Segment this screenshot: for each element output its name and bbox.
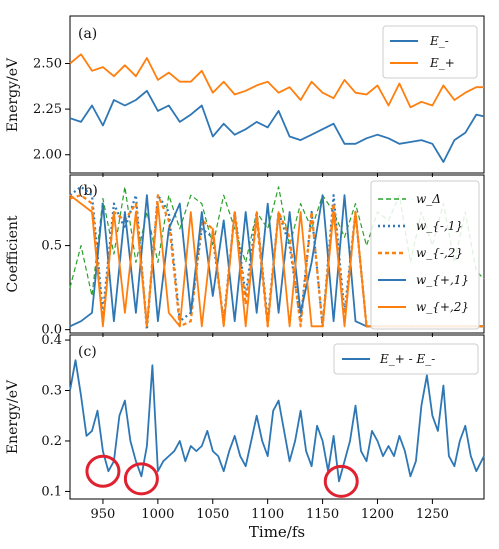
panel-c-ylabel: Energy/eV (5, 379, 21, 454)
panel-a-label: (a) (78, 26, 97, 42)
legend-c-box (333, 343, 479, 375)
xtick-label: 1000 (141, 507, 174, 522)
legend-a-label-e-plus: E_+ (429, 56, 455, 70)
xtick-label: 950 (91, 507, 116, 522)
annotation-circle-3 (323, 464, 359, 498)
panel-c: (c) Energy/eV 0.1 0.2 0.3 0.4 950 1000 1050 11… (5, 333, 485, 541)
panel-c-ytick-label: 0.2 (41, 434, 62, 449)
xtick-label: 1250 (416, 507, 449, 522)
legend-b-label-w-plus-2: w_{+,2} (416, 300, 469, 314)
legend-c-label-gap: E_+ - E_- (379, 352, 435, 366)
x-axis-label: Time/fs (249, 523, 305, 541)
panel-c-yticks: 0.1 0.2 0.3 0.4 (41, 333, 70, 499)
annotation-circle-2 (123, 462, 159, 496)
legend-a-label-e-minus: E_- (429, 34, 449, 48)
xtick-label: 1150 (306, 507, 339, 522)
legend-a-box (382, 25, 478, 79)
panel-b-frame (69, 174, 485, 334)
panel-a-legend: E_- E_+ (382, 25, 478, 79)
panel-a-series-0-line (69, 89, 485, 163)
panel-a-series-1-line (69, 53, 484, 109)
xtick-label: 1050 (196, 507, 229, 522)
panel-a-ytick-label: 2.00 (33, 148, 62, 163)
panel-b: (b) Coefficient 0.00.5 w_Δ w_{-,1} w_{-,… (5, 174, 485, 338)
panel-b-yticks: 0.0 0.5 (41, 239, 433, 338)
xtick-label: 1100 (251, 507, 284, 522)
legend-b-box (370, 180, 480, 330)
panel-b-ytick-label: 0.5 (41, 239, 62, 254)
panel-a: (a) Energy/eV 2.00 2.25 2.50 E_- E_+ (5, 15, 485, 177)
panel-c-legend: E_+ - E_- (333, 343, 479, 375)
panel-c-ytick-label: 0.4 (41, 333, 62, 348)
panel-b-legend: w_Δ w_{-,1} w_{-,2} w_{+,1} w_{+,2} (370, 180, 480, 330)
annotation-circle-1 (85, 454, 121, 488)
panel-a-yticks: 2.00 2.25 2.50 (33, 56, 433, 177)
legend-b-label-w-delta: w_Δ (416, 192, 441, 206)
panel-b-ylabel: Coefficient (5, 215, 21, 292)
panel-c-annotations (85, 454, 359, 498)
panel-c-series (69, 359, 485, 483)
panel-c-xticks: 950 1000 1050 1100 1150 1200 1250 (91, 499, 449, 522)
panel-a-ylabel: Energy/eV (5, 57, 21, 132)
panel-c-ytick-label: 0.1 (41, 484, 62, 499)
panel-c-frame (69, 334, 485, 500)
panel-b-ytick-label: 0.0 (41, 323, 62, 338)
legend-b-label-w-minus-2: w_{-,2} (416, 246, 463, 260)
panel-c-series-0-line (69, 359, 485, 483)
panel-c-ytick-label: 0.3 (41, 384, 62, 399)
panel-a-ytick-label: 2.50 (33, 56, 62, 71)
legend-b-label-w-minus-1: w_{-,1} (416, 219, 463, 233)
panel-a-frame (69, 15, 485, 174)
panel-a-series (69, 53, 485, 163)
xtick-label: 1200 (361, 507, 394, 522)
legend-b-label-w-plus-1: w_{+,1} (416, 273, 469, 287)
panel-a-ytick-label: 2.25 (33, 102, 62, 117)
panel-c-label: (c) (78, 344, 97, 360)
